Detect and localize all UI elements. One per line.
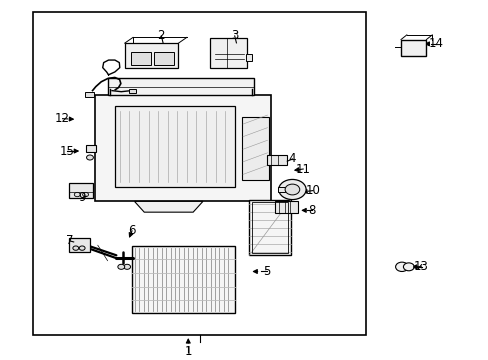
- Bar: [95, 95, 271, 201]
- Text: 10: 10: [305, 184, 320, 197]
- Text: 2: 2: [157, 30, 165, 42]
- Bar: [245, 54, 251, 61]
- Circle shape: [86, 155, 93, 160]
- Circle shape: [73, 246, 79, 250]
- Bar: [132, 246, 234, 313]
- Circle shape: [82, 192, 88, 197]
- Bar: [252, 202, 287, 253]
- Text: 9: 9: [78, 191, 86, 204]
- Text: 15: 15: [60, 144, 75, 158]
- Circle shape: [123, 264, 130, 269]
- Bar: [85, 145, 96, 152]
- Text: 5: 5: [262, 265, 270, 278]
- Bar: [249, 199, 290, 255]
- Bar: [154, 52, 173, 65]
- Bar: [69, 238, 90, 252]
- Bar: [242, 117, 268, 180]
- Text: 13: 13: [413, 260, 428, 273]
- Text: 1: 1: [184, 345, 192, 358]
- Text: 4: 4: [288, 152, 296, 166]
- Polygon shape: [134, 201, 203, 212]
- Text: 6: 6: [128, 224, 136, 237]
- Circle shape: [278, 179, 305, 199]
- Bar: [124, 43, 178, 68]
- Circle shape: [395, 262, 407, 271]
- Bar: [85, 92, 94, 97]
- Circle shape: [285, 184, 299, 195]
- Bar: [131, 52, 150, 65]
- Text: 14: 14: [428, 37, 443, 50]
- Circle shape: [74, 192, 80, 197]
- Bar: [210, 38, 246, 68]
- Text: 3: 3: [230, 30, 238, 42]
- Text: 8: 8: [307, 204, 315, 217]
- Bar: [266, 155, 286, 165]
- Circle shape: [79, 246, 85, 250]
- Text: 12: 12: [55, 112, 70, 125]
- Bar: [274, 201, 298, 213]
- Text: 11: 11: [295, 162, 310, 176]
- Bar: [33, 12, 365, 335]
- Bar: [115, 106, 234, 187]
- Bar: [69, 183, 93, 198]
- Text: 7: 7: [66, 234, 74, 247]
- Bar: [400, 40, 426, 56]
- Circle shape: [118, 264, 124, 269]
- Bar: [107, 78, 254, 95]
- Bar: [129, 89, 136, 94]
- Circle shape: [403, 263, 413, 271]
- Bar: [277, 186, 284, 192]
